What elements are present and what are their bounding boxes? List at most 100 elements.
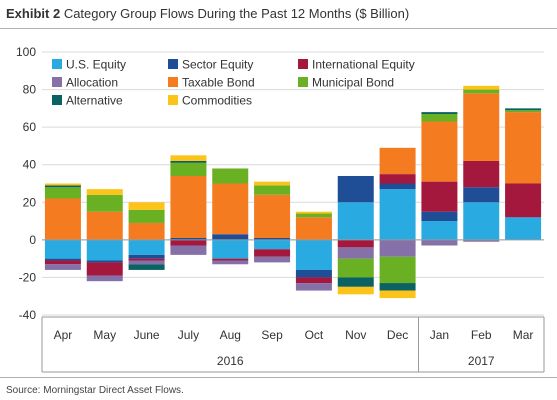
y-tick-label: -20	[19, 270, 37, 284]
bar-segment	[505, 183, 542, 218]
legend-label: Municipal Bond	[312, 76, 394, 90]
bar-segment	[295, 277, 332, 284]
legend-label: International Equity	[312, 58, 415, 72]
bar-segment	[170, 239, 207, 246]
x-tick-label: Apr	[54, 328, 73, 342]
bar-segment	[128, 222, 165, 240]
bar-segment	[421, 112, 458, 114]
legend-label: Alternative	[66, 94, 123, 108]
bar-segment	[295, 269, 332, 278]
bar-segment	[212, 258, 249, 261]
bar-segment	[44, 239, 81, 259]
bar-segment	[128, 202, 165, 210]
y-tick-label: 40	[23, 158, 37, 172]
bar-segment	[463, 89, 500, 94]
bar-segment	[170, 245, 207, 255]
bar-segment	[463, 239, 500, 242]
x-tick-label: Mar	[513, 328, 534, 342]
bar-segment	[212, 234, 249, 240]
bar-segment	[86, 262, 123, 276]
bar-segment	[170, 162, 207, 176]
bar-segment	[337, 202, 374, 240]
bar-segment	[421, 181, 458, 212]
bar-segment	[44, 183, 81, 186]
bar-segment	[44, 198, 81, 240]
bar-segment	[44, 258, 81, 261]
footer-divider	[0, 377, 557, 378]
bar-segment	[212, 168, 249, 184]
bar-segment	[421, 211, 458, 222]
bar-segment	[170, 155, 207, 161]
bar-segment	[128, 239, 165, 255]
bar-segment	[128, 258, 165, 261]
bar-segment	[86, 239, 123, 261]
x-tick-label: Jan	[430, 328, 449, 342]
bar-segment	[463, 85, 500, 90]
bar-segment	[44, 187, 81, 199]
legend-label: Sector Equity	[182, 58, 253, 72]
bar-segment	[170, 160, 207, 163]
y-tick-label: 20	[23, 195, 37, 209]
bar-segment	[128, 260, 165, 265]
bar-segment	[505, 110, 542, 113]
bar-segment	[337, 175, 374, 203]
year-group-label: 2017	[468, 354, 495, 368]
y-tick-label: 60	[23, 120, 37, 134]
bar-segment	[86, 260, 123, 263]
x-tick-label: July	[178, 328, 199, 342]
bar-segment	[170, 237, 207, 240]
bar-segment	[44, 185, 81, 188]
y-tick-label: 80	[23, 83, 37, 97]
legend-swatch	[168, 59, 178, 69]
bar-segment	[128, 264, 165, 270]
bar-segment	[86, 275, 123, 282]
bar-segment	[505, 112, 542, 184]
bar-segment	[254, 249, 291, 257]
y-tick-label: 0	[29, 233, 36, 247]
legend-swatch	[298, 77, 308, 87]
bar-segment	[337, 258, 374, 278]
bar-segment	[212, 183, 249, 235]
legend-swatch	[168, 95, 178, 105]
x-tick-label: June	[134, 328, 160, 342]
bar-segment	[337, 286, 374, 295]
bar-segment	[379, 283, 416, 291]
bar-segment	[421, 113, 458, 122]
year-group-label: 2016	[217, 354, 244, 368]
bar-segment	[379, 147, 416, 175]
bar-segment	[337, 239, 374, 248]
bar-segment	[86, 211, 123, 240]
bar-segment	[86, 194, 123, 212]
legend-swatch	[168, 77, 178, 87]
bar-segment	[379, 189, 416, 240]
title-divider	[0, 28, 557, 29]
bar-segment	[44, 264, 81, 270]
bar-segment	[379, 239, 416, 257]
bar-segment	[86, 189, 123, 195]
bar-segment	[295, 211, 332, 214]
x-tick-label: Dec	[387, 328, 408, 342]
bar-segment	[337, 277, 374, 287]
bar-segment	[254, 185, 291, 195]
bar-segment	[295, 217, 332, 240]
bar-segment	[379, 174, 416, 184]
bar-segment	[128, 254, 165, 259]
bar-segment	[421, 221, 458, 240]
legend-label: Commodities	[182, 94, 252, 108]
chart-title: Category Group Flows During the Past 12 …	[63, 6, 410, 21]
bar-segment	[463, 187, 500, 203]
x-tick-label: Sep	[261, 328, 283, 342]
bar-segment	[254, 239, 291, 250]
bar-segment	[254, 194, 291, 238]
x-tick-label: Nov	[345, 328, 366, 342]
x-tick-label: May	[93, 328, 116, 342]
x-tick-label: Aug	[220, 328, 241, 342]
bar-segment	[421, 121, 458, 182]
x-tick-label: Feb	[471, 328, 492, 342]
legend-swatch	[52, 77, 62, 87]
bar-segment	[44, 260, 81, 265]
chart-header: Exhibit 2 Category Group Flows During th…	[6, 6, 409, 21]
bar-segment	[463, 202, 500, 240]
bar-segment	[505, 108, 542, 111]
bar-segment	[421, 239, 458, 246]
